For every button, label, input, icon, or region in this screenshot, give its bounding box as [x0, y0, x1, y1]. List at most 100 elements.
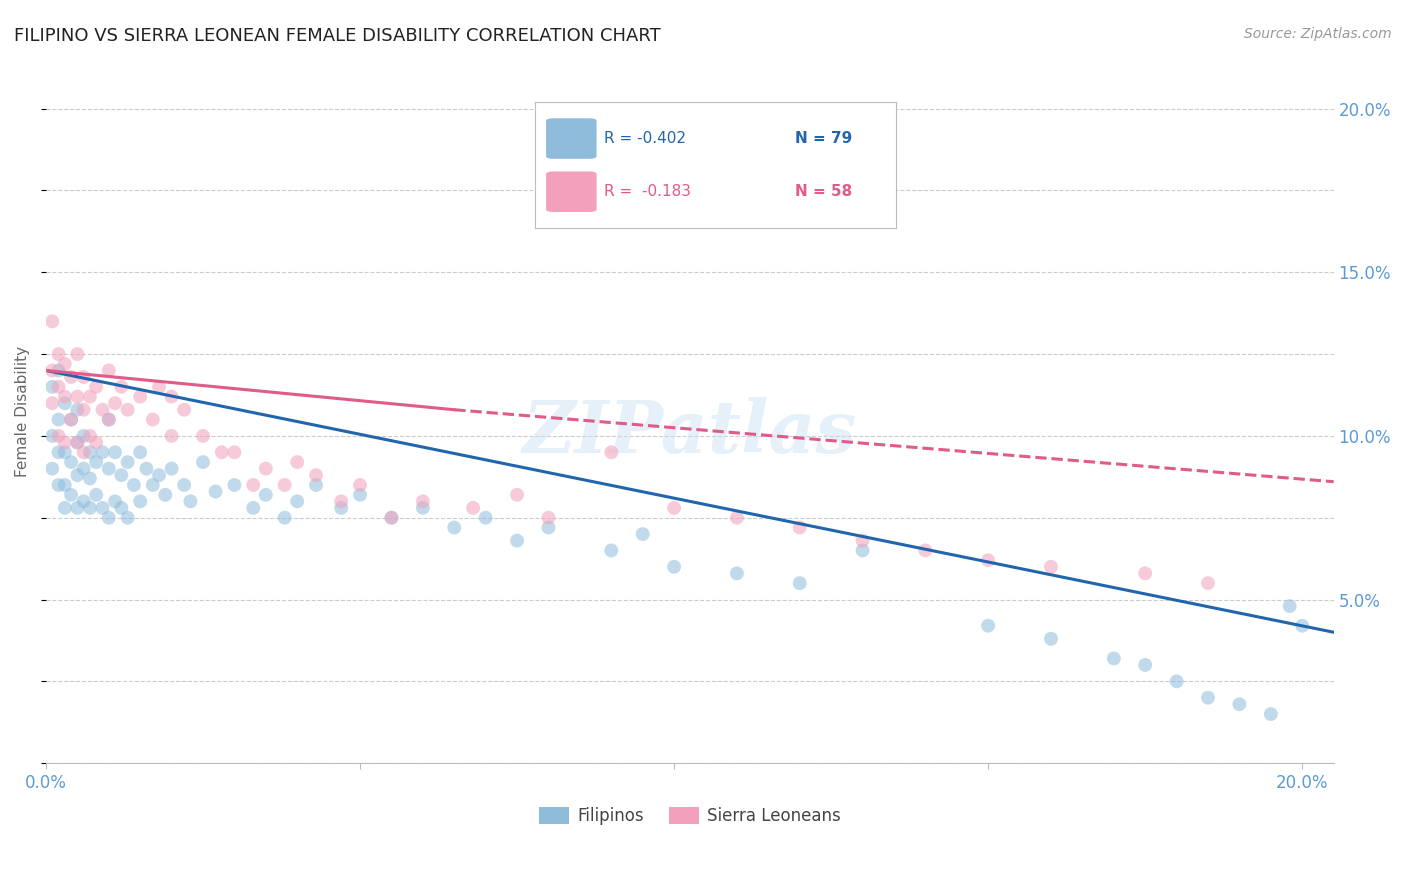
Point [79, 445, 101, 459]
Point [537, 520, 560, 534]
Point [91, 500, 114, 515]
Point [273, 510, 295, 524]
Point [53, 478, 76, 492]
Point [349, 488, 371, 502]
Point [1102, 651, 1125, 665]
Point [41, 461, 63, 475]
Point [53, 445, 76, 459]
Point [789, 520, 811, 534]
Point [224, 445, 246, 459]
Point [662, 559, 685, 574]
Point [117, 455, 139, 469]
Point [41, 363, 63, 377]
Point [1197, 576, 1219, 591]
Point [1039, 632, 1062, 646]
Point [211, 445, 233, 459]
Point [977, 618, 1000, 632]
Point [273, 478, 295, 492]
Point [725, 566, 748, 581]
Point [1135, 657, 1157, 672]
Point [380, 510, 402, 524]
Point [66, 435, 89, 450]
Legend: Filipinos, Sierra Leoneans: Filipinos, Sierra Leoneans [538, 807, 841, 825]
Point [122, 478, 145, 492]
Point [48, 363, 70, 377]
Point [104, 494, 127, 508]
Point [48, 380, 70, 394]
Point [117, 510, 139, 524]
Point [79, 500, 101, 515]
Point [53, 500, 76, 515]
Text: Source: ZipAtlas.com: Source: ZipAtlas.com [1244, 27, 1392, 41]
Point [461, 500, 484, 515]
Point [104, 445, 127, 459]
Point [60, 412, 83, 426]
Point [330, 500, 353, 515]
Point [73, 402, 96, 417]
Point [789, 576, 811, 591]
Point [66, 347, 89, 361]
Point [330, 494, 353, 508]
Point [66, 468, 89, 483]
Text: FILIPINO VS SIERRA LEONEAN FEMALE DISABILITY CORRELATION CHART: FILIPINO VS SIERRA LEONEAN FEMALE DISABI… [14, 27, 661, 45]
Point [53, 357, 76, 371]
Point [84, 380, 107, 394]
Point [104, 396, 127, 410]
Point [204, 484, 226, 499]
Point [160, 429, 183, 443]
Point [48, 412, 70, 426]
Point [48, 478, 70, 492]
Point [117, 402, 139, 417]
Point [73, 370, 96, 384]
Point [242, 478, 264, 492]
Point [129, 494, 152, 508]
Point [84, 455, 107, 469]
Point [110, 468, 132, 483]
Point [1197, 690, 1219, 705]
Point [285, 455, 308, 469]
Point [60, 370, 83, 384]
Point [506, 488, 529, 502]
Point [41, 396, 63, 410]
Point [60, 412, 83, 426]
Point [173, 402, 195, 417]
Point [600, 543, 623, 558]
Point [349, 478, 371, 492]
Point [97, 461, 120, 475]
Point [142, 412, 165, 426]
Point [631, 527, 654, 541]
Point [1278, 599, 1301, 613]
Point [380, 510, 402, 524]
Point [977, 553, 1000, 567]
Point [160, 461, 183, 475]
Point [305, 468, 328, 483]
Point [285, 494, 308, 508]
Point [60, 488, 83, 502]
Point [173, 478, 195, 492]
Point [148, 468, 170, 483]
Point [914, 543, 936, 558]
Point [53, 390, 76, 404]
Point [662, 500, 685, 515]
Point [155, 488, 177, 502]
Point [305, 478, 328, 492]
Point [224, 478, 246, 492]
Point [148, 380, 170, 394]
Point [135, 461, 157, 475]
Point [160, 390, 183, 404]
Point [1135, 566, 1157, 581]
Point [110, 500, 132, 515]
Point [1039, 559, 1062, 574]
Point [191, 429, 214, 443]
Point [851, 533, 873, 548]
Point [506, 533, 529, 548]
Point [60, 455, 83, 469]
Point [79, 471, 101, 485]
Point [600, 445, 623, 459]
Point [254, 461, 277, 475]
Point [84, 488, 107, 502]
Point [41, 380, 63, 394]
Point [91, 445, 114, 459]
Point [91, 402, 114, 417]
Point [73, 494, 96, 508]
